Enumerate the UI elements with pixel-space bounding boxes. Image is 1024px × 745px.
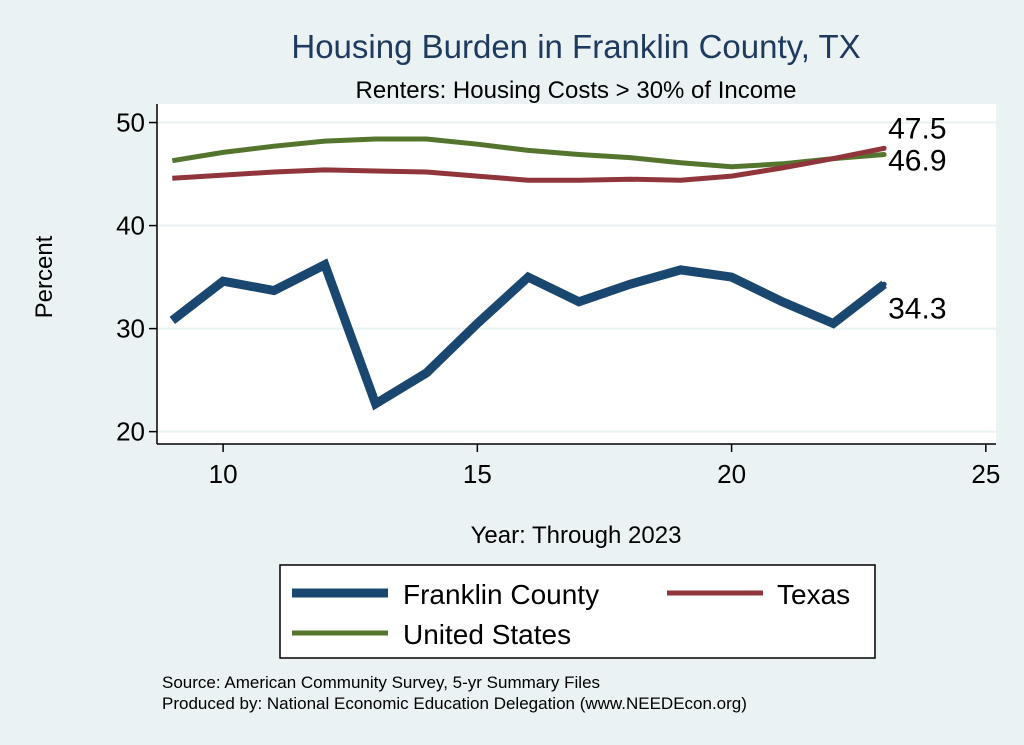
series-line-franklin-county: [169, 258, 887, 411]
series-endpoint-texas: [881, 145, 887, 151]
chart-subtitle: Renters: Housing Costs > 30% of Income: [356, 77, 797, 104]
series-endpoint-franklin-county: [881, 281, 887, 287]
end-label-texas: 47.5: [888, 112, 946, 145]
series-line-united-states: [171, 136, 885, 170]
x-tick-label-15: 15: [463, 459, 492, 489]
y-axis: 20 30 40 50: [116, 108, 157, 447]
x-axis: 10 15 20 25: [209, 444, 1000, 489]
legend-label-texas: Texas: [777, 579, 850, 610]
gridlines: [157, 121, 996, 433]
chart-title: Housing Burden in Franklin County, TX: [291, 28, 860, 65]
legend-box: [279, 564, 876, 659]
y-tick-label-20: 20: [116, 417, 145, 447]
legend-label-united-states: United States: [403, 619, 571, 650]
legend-label-franklin-county: Franklin County: [403, 579, 599, 610]
series-lines: [169, 136, 887, 411]
x-tick-label-25: 25: [971, 459, 1000, 489]
x-tick-label-20: 20: [717, 459, 746, 489]
legend: Franklin County Texas United States: [279, 564, 876, 659]
y-tick-label-40: 40: [116, 211, 145, 241]
x-axis-title: Year: Through 2023: [471, 522, 682, 549]
end-label-united-states: 46.9: [888, 144, 946, 177]
y-axis-title: Percent: [31, 235, 58, 318]
produced-by-line: Produced by: National Economic Education…: [162, 694, 747, 713]
series-line-texas: [172, 145, 885, 183]
x-tick-label-10: 10: [209, 459, 238, 489]
end-label-franklin-county: 34.3: [888, 292, 946, 325]
y-tick-label-50: 50: [116, 108, 145, 138]
series-endpoint-united-states: [881, 151, 887, 157]
source-line: Source: American Community Survey, 5-yr …: [162, 673, 600, 692]
end-labels: 34.3 47.546.9: [888, 112, 946, 325]
y-tick-label-30: 30: [116, 314, 145, 344]
